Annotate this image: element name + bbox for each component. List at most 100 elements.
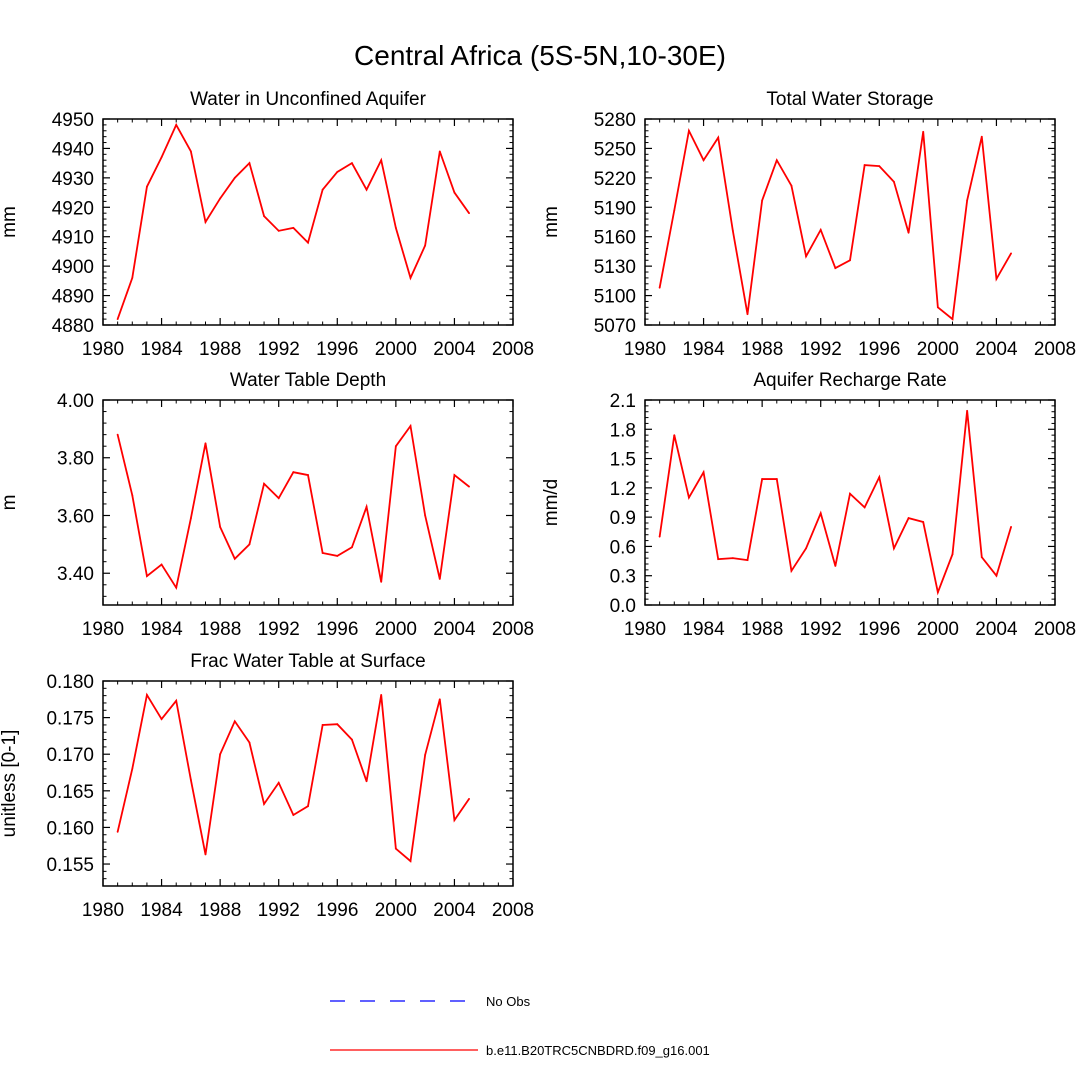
data-point	[907, 517, 910, 520]
data-point	[175, 586, 178, 589]
chart-panel-4: Aquifer Recharge Rate mm/d 1980 1984 1988 199…	[541, 370, 1076, 640]
data-point	[292, 814, 295, 816]
y-tick-label: 4930	[52, 169, 94, 190]
x-tick-label: 1980	[82, 619, 124, 640]
data-point	[321, 188, 324, 191]
data-point	[116, 433, 119, 436]
plot-frame	[644, 118, 1056, 326]
data-point	[233, 557, 236, 560]
x-tick-label: 1992	[258, 619, 300, 640]
data-point	[321, 552, 324, 554]
data-point	[805, 547, 807, 550]
plot-frame	[102, 680, 514, 887]
data-point	[819, 228, 822, 231]
panel-title: Water Table Depth	[230, 370, 386, 391]
data-point	[336, 723, 339, 726]
data-point	[409, 277, 412, 279]
data-point	[424, 754, 427, 756]
x-tick-label: 2000	[375, 619, 417, 640]
data-point	[365, 505, 368, 508]
x-tick-label: 1996	[316, 619, 358, 640]
data-point	[160, 156, 163, 159]
data-point	[175, 699, 178, 702]
y-tick-label: 0.3	[610, 567, 636, 588]
x-tick-label: 1984	[682, 339, 725, 360]
panel-title: Aquifer Recharge Rate	[753, 370, 946, 391]
x-tick-label: 2008	[492, 900, 534, 921]
data-point	[702, 471, 705, 474]
panel-title: Water in Unconfined Aquifer	[190, 89, 427, 110]
legend: No Obs b.e11.B20TRC5CNBDRD.f09_g16.001	[330, 994, 710, 1058]
y-tick-label: 4.00	[57, 391, 94, 412]
data-point	[790, 184, 793, 187]
chart-panels: Water in Unconfined Aquifer mm 1980 1984 198…	[0, 89, 1076, 921]
data-point	[146, 694, 148, 696]
x-tick-label: 1992	[800, 619, 842, 640]
x-tick-label: 1996	[858, 339, 900, 360]
data-point	[292, 471, 295, 474]
data-point	[189, 517, 192, 520]
x-tick-label: 1988	[199, 619, 241, 640]
y-tick-label: 5100	[594, 287, 636, 308]
data-point	[409, 860, 412, 863]
data-point	[717, 136, 720, 139]
data-point	[351, 546, 353, 549]
data-point	[438, 698, 441, 701]
y-tick-label: 5190	[594, 198, 636, 219]
y-tick-label: 0.165	[46, 782, 94, 803]
data-point	[453, 191, 456, 194]
data-point	[351, 162, 353, 165]
y-tick-label: 1.5	[610, 450, 636, 471]
data-point	[321, 724, 324, 726]
y-tick-label: 4890	[52, 287, 94, 308]
data-point	[863, 506, 866, 509]
panel-title: Total Water Storage	[766, 89, 933, 110]
y-tick-label: 0.160	[46, 818, 94, 839]
data-point	[849, 492, 851, 495]
data-point	[834, 565, 837, 567]
data-point	[380, 159, 383, 162]
data-point	[380, 694, 383, 696]
data-point	[746, 313, 749, 316]
data-point	[922, 521, 925, 523]
data-point	[893, 547, 895, 550]
y-tick-label: 4920	[52, 198, 94, 219]
data-point	[658, 535, 661, 538]
data-point	[116, 318, 119, 321]
x-tick-label: 2004	[975, 339, 1018, 360]
data-point	[936, 591, 939, 594]
data-point	[409, 425, 412, 427]
x-tick-label: 1984	[682, 619, 725, 640]
data-point	[878, 476, 881, 479]
x-tick-label: 1980	[624, 619, 666, 640]
x-tick-label: 1996	[858, 619, 900, 640]
data-point	[658, 286, 661, 289]
data-point	[233, 176, 236, 179]
data-point	[394, 847, 397, 850]
data-point	[307, 241, 309, 244]
data-point	[219, 197, 222, 200]
data-point	[160, 718, 163, 720]
y-tick-label: 5220	[594, 169, 636, 190]
x-tick-label: 1992	[258, 339, 300, 360]
data-point	[438, 150, 441, 153]
data-point	[277, 229, 280, 232]
data-point	[995, 278, 998, 280]
x-tick-label: 2008	[492, 339, 534, 360]
data-point	[219, 753, 222, 756]
data-point	[775, 478, 778, 480]
data-point	[160, 563, 163, 566]
data-point	[966, 409, 969, 412]
data-point	[702, 159, 705, 162]
y-tick-label: 4940	[52, 139, 94, 160]
x-tick-label: 1984	[140, 339, 183, 360]
data-point	[878, 165, 881, 167]
data-point	[248, 543, 251, 546]
data-point	[277, 781, 280, 784]
data-point	[980, 556, 983, 559]
y-tick-label: 5280	[594, 110, 636, 131]
data-point	[146, 575, 148, 578]
y-tick-label: 0.170	[46, 745, 94, 766]
y-tick-label: 5160	[594, 228, 636, 249]
